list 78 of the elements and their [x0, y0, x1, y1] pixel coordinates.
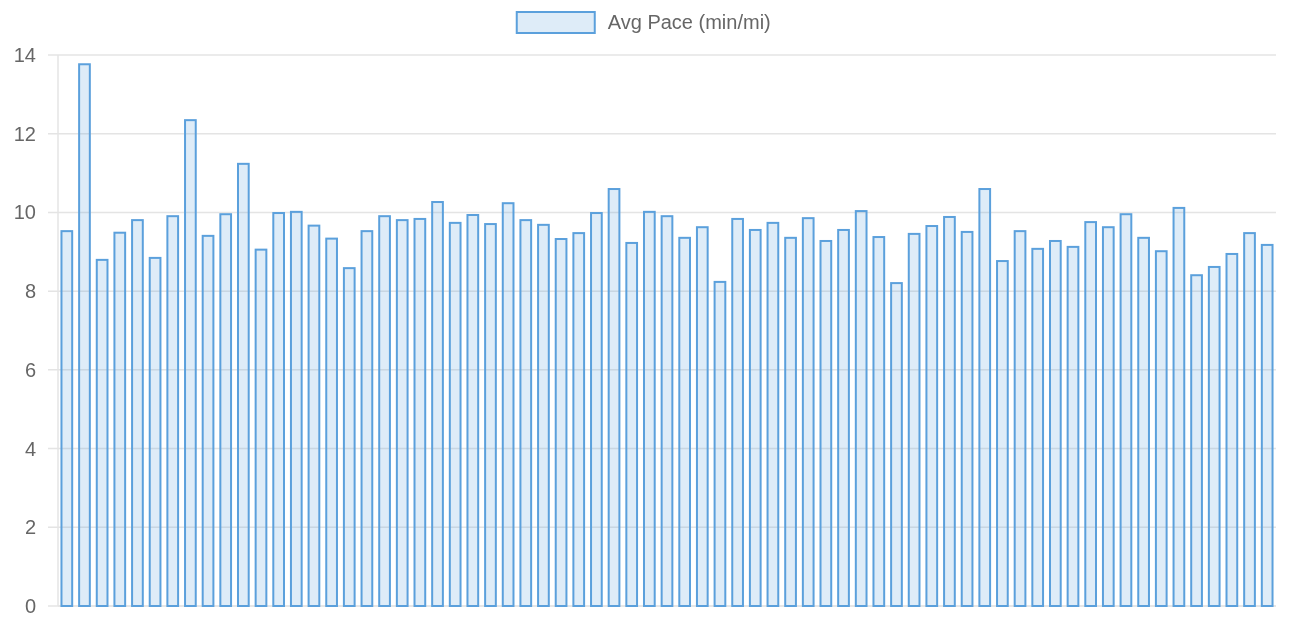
y-tick-label: 6: [24, 358, 36, 381]
bar: [572, 232, 586, 607]
bar: [819, 239, 833, 607]
bar: [378, 215, 391, 607]
bar: [1013, 230, 1027, 607]
bar: [1190, 274, 1203, 607]
bar: [695, 226, 709, 607]
y-tick-label: 2: [24, 516, 36, 539]
bar: [395, 219, 409, 607]
bar: [1243, 232, 1256, 607]
bar: [590, 212, 603, 607]
bar: [766, 221, 780, 607]
bar: [1137, 236, 1150, 607]
bar: [854, 210, 868, 607]
bar: [219, 213, 233, 607]
bar: [837, 228, 850, 607]
bar: [1119, 213, 1133, 607]
bar: [748, 228, 762, 607]
bar: [784, 236, 797, 607]
bar: [1172, 206, 1186, 607]
bar: [1260, 243, 1274, 607]
bar: [907, 232, 921, 607]
bar: [678, 236, 692, 607]
bar: [307, 224, 321, 607]
bar: [872, 236, 886, 607]
bar: [978, 188, 992, 607]
bar: [537, 223, 550, 607]
bar: [201, 234, 215, 607]
bar: [95, 258, 109, 607]
legend-label: Avg Pace (min/mi): [607, 11, 771, 33]
bar: [254, 248, 268, 607]
bar: [289, 210, 303, 607]
bar: [1048, 239, 1062, 607]
y-tick-label: 8: [24, 280, 36, 303]
bar: [890, 282, 903, 607]
bar: [625, 241, 639, 607]
bar: [731, 217, 744, 607]
bar: [148, 256, 162, 607]
bar: [996, 260, 1009, 607]
bar: [466, 214, 480, 607]
bar: [60, 230, 74, 607]
bar: [431, 201, 444, 607]
bar: [943, 215, 956, 607]
bar: [325, 237, 338, 607]
y-tick-label: 14: [13, 44, 36, 66]
bar: [413, 217, 427, 607]
bar: [519, 219, 533, 607]
bar: [1207, 265, 1221, 607]
bar: [131, 219, 144, 607]
bar: [501, 202, 515, 607]
bar: [184, 119, 197, 607]
bar: [1154, 250, 1168, 607]
bar: [360, 230, 374, 607]
bar: [1101, 226, 1115, 607]
bar: [484, 223, 497, 607]
bar: [960, 230, 974, 607]
y-tick-label: 4: [24, 437, 36, 460]
bar: [342, 267, 356, 607]
bar: [166, 215, 180, 607]
y-tick-label: 0: [24, 595, 36, 617]
bar: [236, 162, 250, 607]
bar: [78, 63, 91, 607]
bar: [448, 221, 462, 607]
bar: [1084, 221, 1098, 607]
bar: [660, 215, 674, 607]
bar: [1031, 247, 1045, 607]
bar: [642, 210, 656, 607]
y-tick-label: 10: [13, 201, 36, 224]
bar: [272, 212, 286, 607]
bar: [1225, 252, 1239, 607]
bar: [1066, 245, 1080, 607]
bar: [925, 225, 939, 607]
bar: [554, 238, 568, 607]
bar: [801, 217, 815, 607]
y-tick-label: 12: [13, 122, 36, 145]
bar: [607, 188, 621, 607]
bar: [713, 280, 727, 607]
bar: [113, 231, 127, 607]
